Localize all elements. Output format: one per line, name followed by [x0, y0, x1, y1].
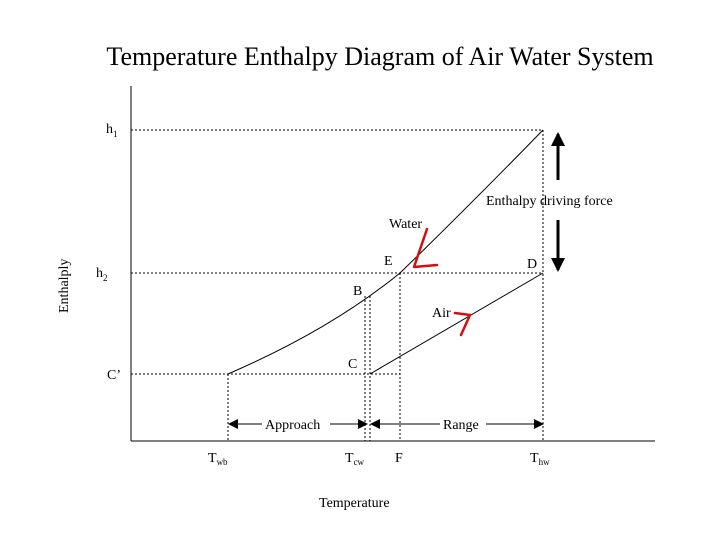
c-prime-label: C’ — [107, 368, 121, 383]
point-c-label: C — [348, 357, 357, 372]
twb-label: Twb — [208, 451, 228, 467]
air-line-label: Air — [432, 306, 451, 321]
point-e-label: E — [384, 254, 393, 269]
air-operating-line — [369, 272, 544, 375]
tcw-label: Tcw — [345, 451, 365, 467]
handwritten-mark-air — [453, 311, 472, 337]
point-d-label: D — [527, 257, 537, 272]
h1-label: h1 — [106, 122, 118, 139]
range-label: Range — [443, 418, 479, 433]
water-equilibrium-curve — [227, 129, 544, 375]
approach-label: Approach — [265, 418, 320, 433]
handwritten-mark-e — [412, 227, 439, 269]
x-axis-title: Temperature — [319, 496, 390, 511]
f-label: F — [395, 451, 403, 466]
y-axis-title: Enthalply — [57, 259, 72, 313]
driving-force-label: Enthalpy driving force — [486, 194, 613, 209]
point-b-label: B — [353, 284, 362, 299]
thw-label: Thw — [530, 451, 550, 467]
water-line-label: Water — [389, 217, 422, 232]
h2-label: h2 — [96, 266, 108, 283]
diagram-title: Temperature Enthalpy Diagram of Air Wate… — [106, 42, 654, 71]
